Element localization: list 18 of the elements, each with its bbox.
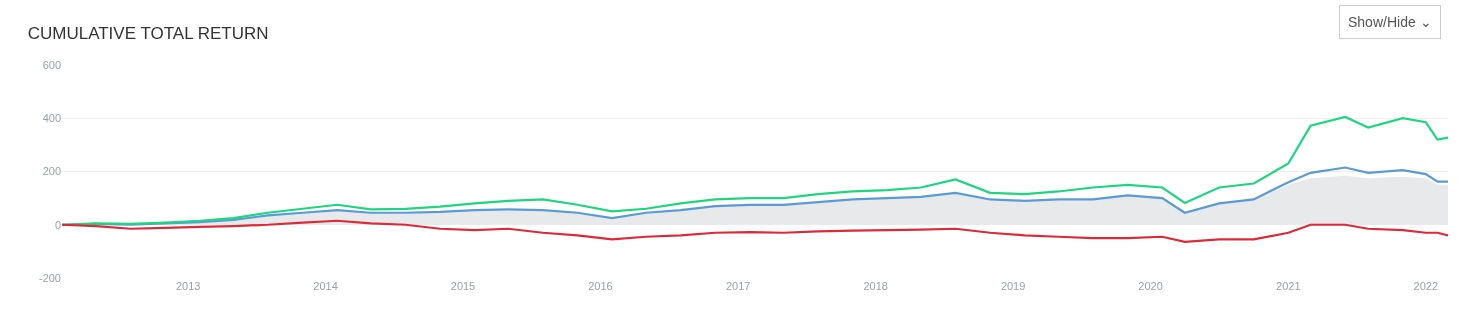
x-tick-label: 2013 bbox=[175, 280, 201, 292]
x-tick-label: 2020 bbox=[1138, 280, 1163, 292]
y-tick-label: 400 bbox=[42, 112, 61, 125]
x-tick-label: 2016 bbox=[588, 280, 613, 292]
line-series bbox=[62, 219, 1448, 243]
x-tick-label: 2015 bbox=[450, 280, 476, 292]
x-tick-label: 2019 bbox=[1000, 280, 1026, 292]
x-tick-label: 2014 bbox=[313, 280, 338, 292]
x-tick-label: 2021 bbox=[1276, 280, 1301, 292]
y-tick-label: 0 bbox=[54, 218, 61, 231]
x-tick-label: 2022 bbox=[1413, 280, 1439, 292]
x-tick-label: 2017 bbox=[726, 280, 751, 292]
y-tick-label: 200 bbox=[42, 165, 61, 178]
text: Show/Hide ⌄ bbox=[1348, 14, 1432, 30]
y-tick-label: -200 bbox=[38, 271, 61, 284]
chart-title: CUMULATIVE TOTAL RETURN bbox=[27, 24, 269, 44]
x-tick-label: 2018 bbox=[863, 280, 888, 292]
y-tick-label: 600 bbox=[42, 58, 61, 71]
